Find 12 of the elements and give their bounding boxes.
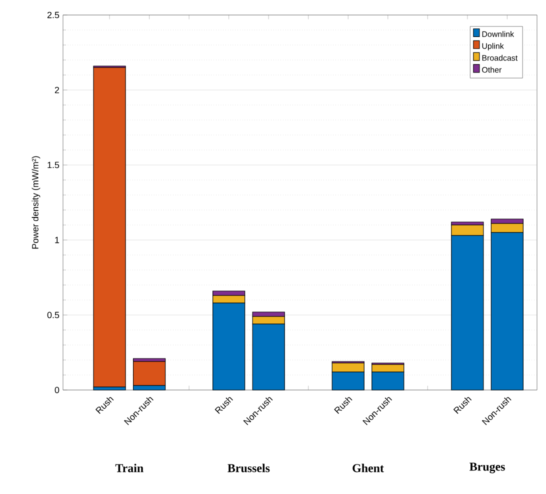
text: Train xyxy=(115,464,144,472)
bar xyxy=(93,67,126,388)
y-tick-label: 2.5 xyxy=(47,12,60,18)
text: Brussels xyxy=(228,464,270,472)
text: Bruges xyxy=(470,462,505,474)
y-tick-label: 0.5 xyxy=(47,312,60,318)
text: Ghent xyxy=(352,464,384,472)
y-axis-title: Power density (mW/m²) xyxy=(32,156,40,249)
y-tick-label: 0 xyxy=(54,386,60,394)
y-tick-label: 1 xyxy=(55,236,60,244)
y-tick-label: 1.5 xyxy=(48,162,60,168)
y-tick-label: 2 xyxy=(54,86,60,94)
